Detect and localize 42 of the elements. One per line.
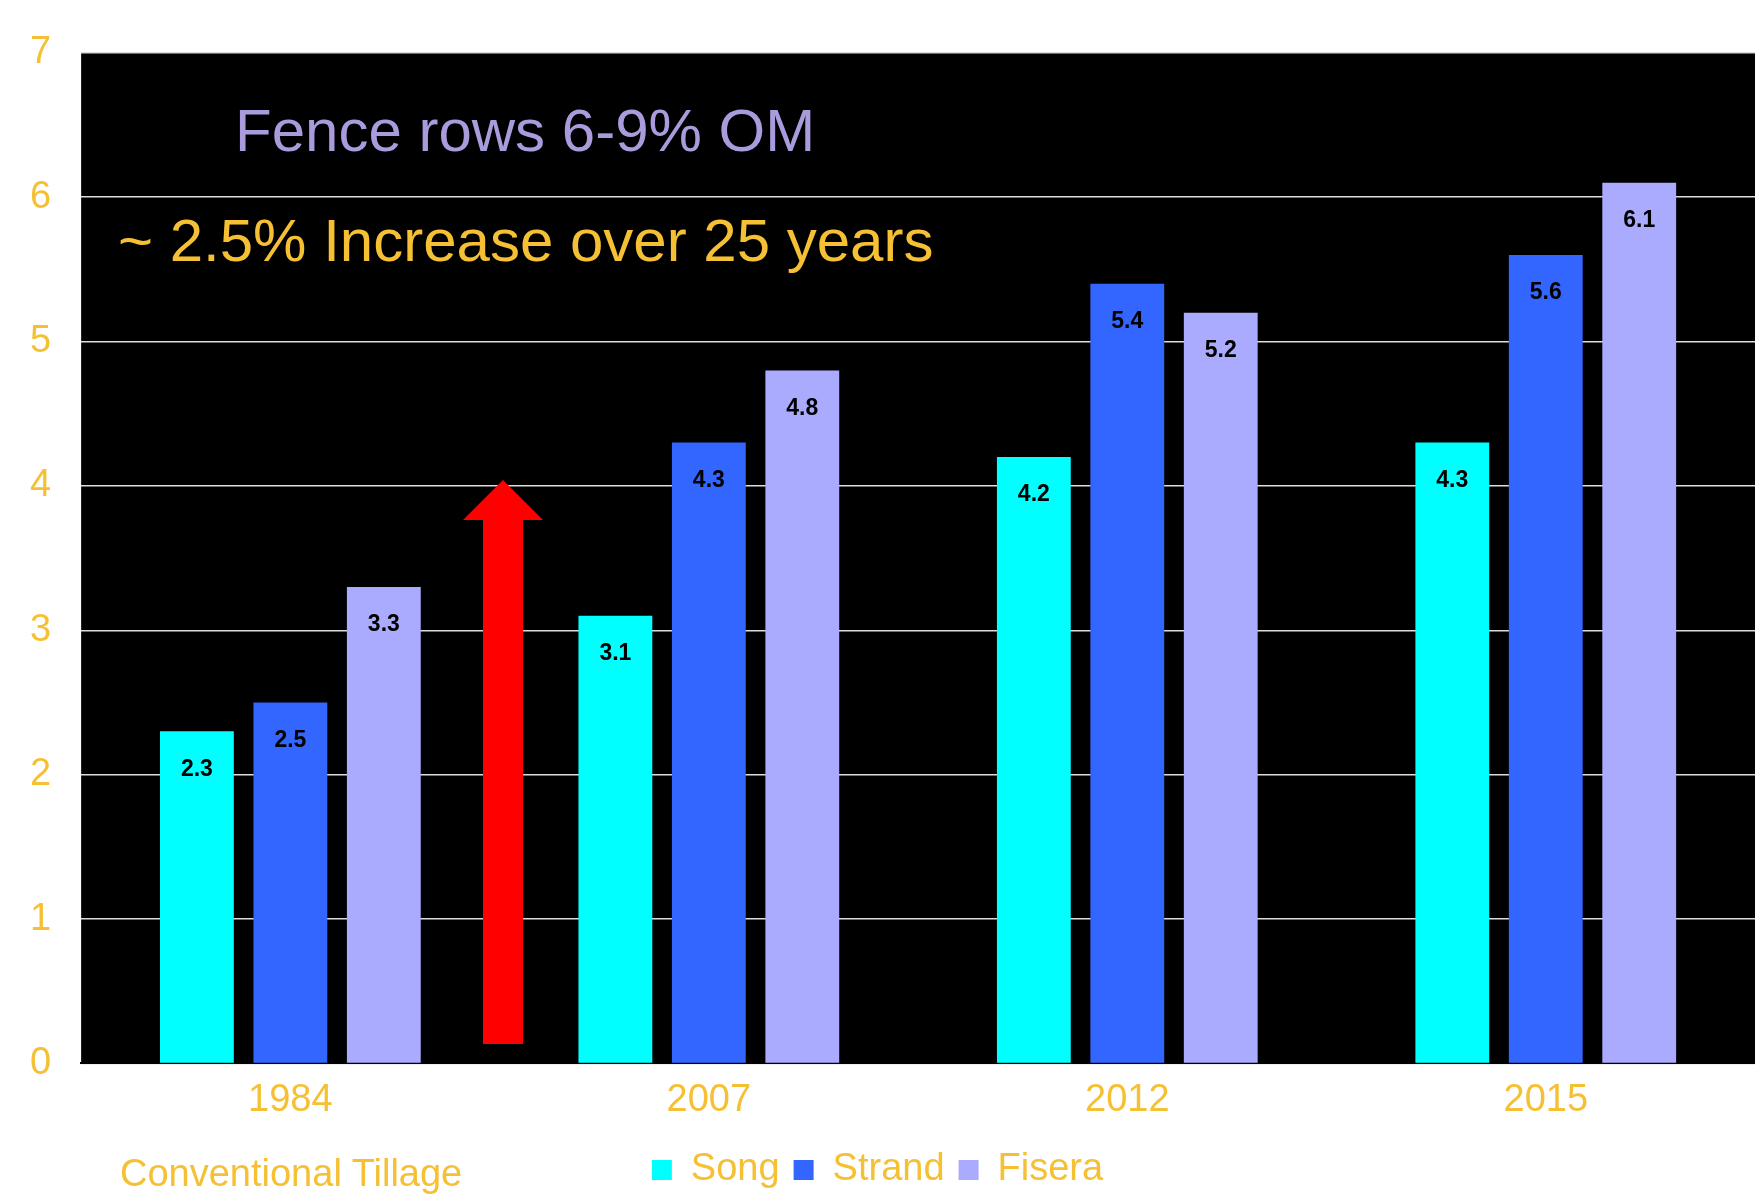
data-label: 4.8 xyxy=(786,393,819,420)
text: Conventional Tillage xyxy=(120,1152,463,1195)
x-tick-label: 2007 xyxy=(666,1076,752,1119)
bar xyxy=(1602,182,1677,1063)
y-tick-label: 1 xyxy=(29,895,52,938)
bar xyxy=(765,370,840,1063)
y-tick-label: 2 xyxy=(29,751,52,794)
bar xyxy=(1415,442,1490,1063)
data-label: 6.1 xyxy=(1623,206,1656,233)
data-label: 5.4 xyxy=(1111,307,1144,334)
y-tick-label: 5 xyxy=(29,318,52,361)
data-label: 2.5 xyxy=(274,725,307,752)
legend-label: Strand xyxy=(832,1146,945,1189)
data-label: 2.3 xyxy=(180,754,213,781)
data-label: 4.2 xyxy=(1017,480,1050,507)
bar xyxy=(1183,312,1258,1063)
x-tick-label: 2012 xyxy=(1085,1076,1170,1119)
x-tick-label: 2015 xyxy=(1503,1076,1589,1119)
annotation: Fence rows 6-9% OM xyxy=(235,96,816,164)
bar xyxy=(1090,283,1165,1063)
data-label: 3.1 xyxy=(599,639,632,666)
y-tick-label: 0 xyxy=(29,1039,52,1082)
y-tick-label: 3 xyxy=(29,606,52,649)
bar xyxy=(159,731,234,1063)
annotation: ~ 2.5% Increase over 25 years xyxy=(118,206,934,274)
bar xyxy=(346,586,421,1063)
bar xyxy=(253,702,328,1063)
bar xyxy=(671,442,746,1063)
y-tick-label: 6 xyxy=(29,173,52,216)
y-tick-label: 4 xyxy=(29,462,52,505)
bar xyxy=(578,615,653,1063)
data-label: 5.2 xyxy=(1204,336,1237,363)
legend-label: Song xyxy=(690,1146,780,1189)
legend-label: Fisera xyxy=(997,1146,1105,1189)
data-label: 4.3 xyxy=(692,465,725,492)
x-tick-label: 1984 xyxy=(248,1076,333,1119)
bar xyxy=(1508,254,1583,1063)
data-label: 3.3 xyxy=(367,610,400,637)
y-tick-label: 7 xyxy=(29,29,52,72)
data-label: 5.6 xyxy=(1529,278,1562,305)
bar xyxy=(996,457,1071,1063)
data-label: 4.3 xyxy=(1436,465,1469,492)
